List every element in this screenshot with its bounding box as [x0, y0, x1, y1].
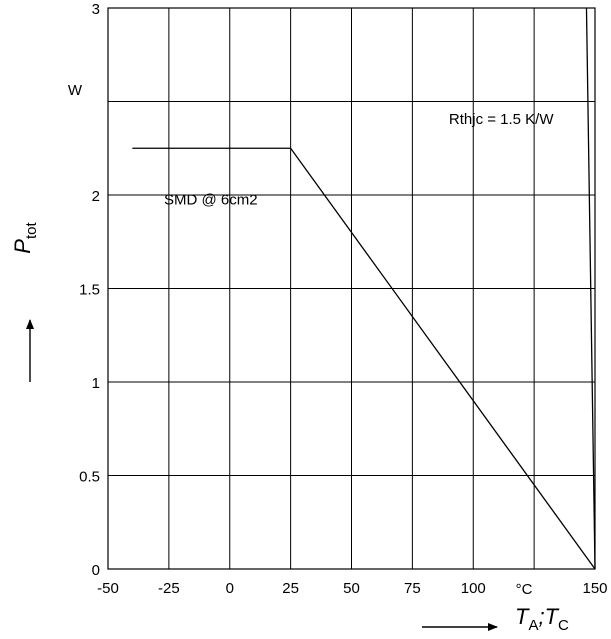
annotation-label: Rthjc = 1.5 K/W — [449, 111, 554, 128]
y-tick-label: 3 — [92, 1, 100, 18]
y-axis-label: Ptot — [10, 221, 40, 253]
y-tick-label: 0 — [92, 562, 100, 579]
x-tick-label: 75 — [404, 580, 421, 597]
grid — [107, 7, 596, 570]
y-tick-label: 2 — [92, 188, 100, 205]
x-tick-label: 150 — [582, 580, 607, 597]
x-tick-label: -25 — [158, 580, 180, 597]
y-tick-label: 1.5 — [79, 282, 100, 299]
annotations: SMD @ 6cm2 Rthjc = 1.5 K/W — [164, 111, 554, 208]
x-tick-label: 0 — [226, 580, 234, 597]
x-tick-label: 50 — [343, 580, 360, 597]
x-axis-label: TA;TC — [515, 604, 569, 634]
annotation-label: SMD @ 6cm2 — [164, 191, 258, 208]
series-line-1 — [132, 147, 596, 570]
x-tick-label: -50 — [97, 580, 119, 597]
y-tick-label: 1 — [92, 375, 100, 392]
plot-frame — [107, 7, 596, 570]
y-tick-label: 0.5 — [79, 469, 100, 486]
series-layer — [132, 7, 596, 570]
series-line-2 — [585, 7, 596, 570]
tick-labels: -50 -25 0 25 50 75 100 150 0 0.5 1 1.5 2 3 — [79, 1, 607, 597]
y-unit-label: W — [68, 82, 83, 99]
x-tick-label: 25 — [282, 580, 299, 597]
x-unit-label: °C — [516, 581, 533, 598]
x-tick-label: 100 — [461, 580, 486, 597]
